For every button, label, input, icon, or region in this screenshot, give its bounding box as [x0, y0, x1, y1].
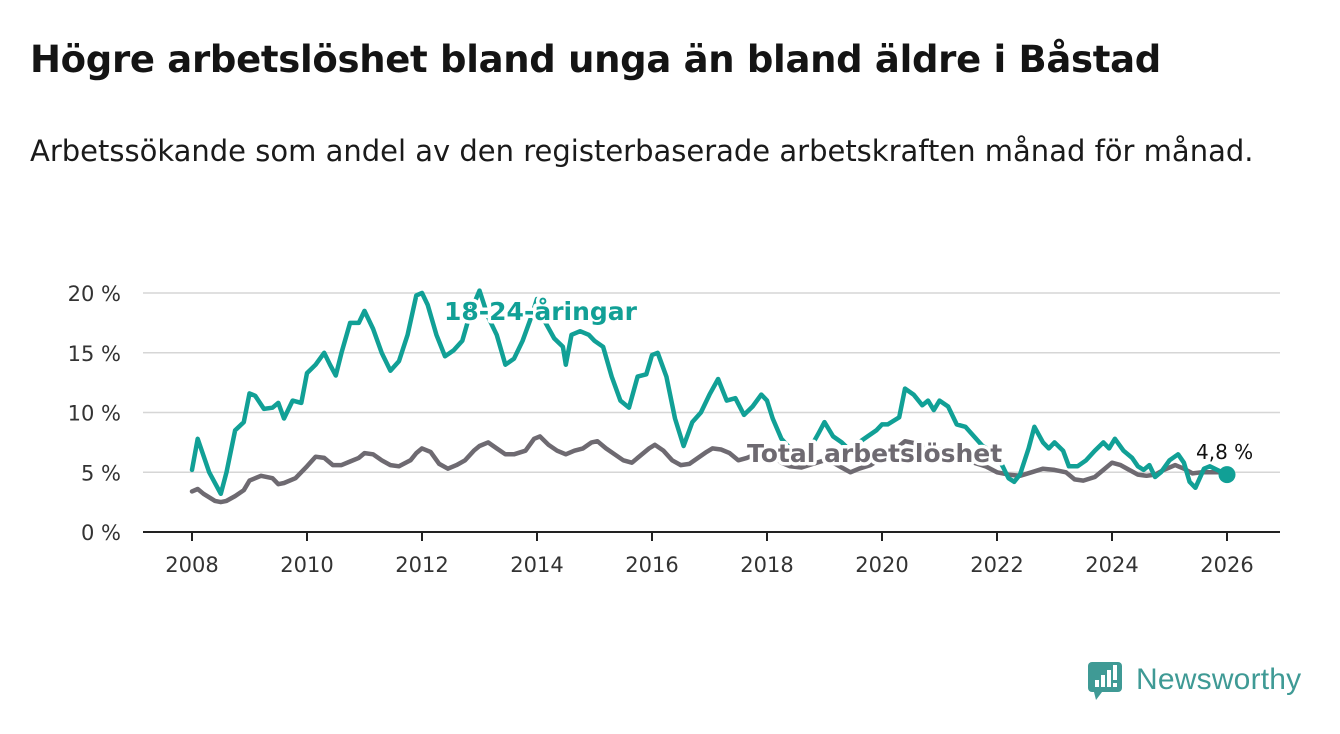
x-tick-label: 2012: [395, 553, 448, 577]
y-axis-ticks: 0 % 5 % 10 % 15 % 20 %: [68, 282, 121, 545]
end-value-label: 4,8 %: [1196, 440, 1253, 464]
x-axis-ticks: 2008 2010 2012 2014 2016 2018 2020 2022 2024 2026: [165, 532, 1254, 577]
x-tick-label: 2016: [625, 553, 678, 577]
x-tick-label: 2026: [1200, 553, 1253, 577]
x-tick-label: 2018: [740, 553, 793, 577]
x-tick-label: 2008: [165, 553, 218, 577]
series-labels: 18-24-åringar Total arbetslöshet 4,8 %: [441, 294, 1256, 472]
x-tick-label: 2024: [1085, 553, 1138, 577]
chart-subtitle: Arbetssökande som andel av den registerb…: [30, 134, 1254, 168]
gridlines: [143, 292, 1280, 533]
end-point-marker: [1218, 466, 1236, 484]
y-tick-label: 15 %: [68, 342, 121, 366]
newsworthy-logo: Newsworthy: [1088, 660, 1301, 700]
y-tick-label: 0 %: [81, 521, 121, 545]
newsworthy-chart-icon: [1088, 662, 1122, 700]
x-tick-label: 2020: [855, 553, 908, 577]
x-tick-label: 2010: [280, 553, 333, 577]
x-tick-label: 2022: [970, 553, 1023, 577]
chart-title: Högre arbetslöshet bland unga än bland ä…: [30, 38, 1161, 81]
y-tick-label: 10 %: [68, 402, 121, 426]
logo-text: Newsworthy: [1136, 663, 1302, 696]
series-line-youth: [189, 288, 1230, 497]
series-label-youth: 18-24-åringar: [444, 297, 638, 326]
series-label-total: Total arbetslöshet: [747, 439, 1002, 468]
series-line-total: [189, 434, 1230, 505]
series-lines: [189, 288, 1236, 505]
y-tick-label: 20 %: [68, 282, 121, 306]
y-tick-label: 5 %: [81, 461, 121, 485]
x-tick-label: 2014: [510, 553, 563, 577]
